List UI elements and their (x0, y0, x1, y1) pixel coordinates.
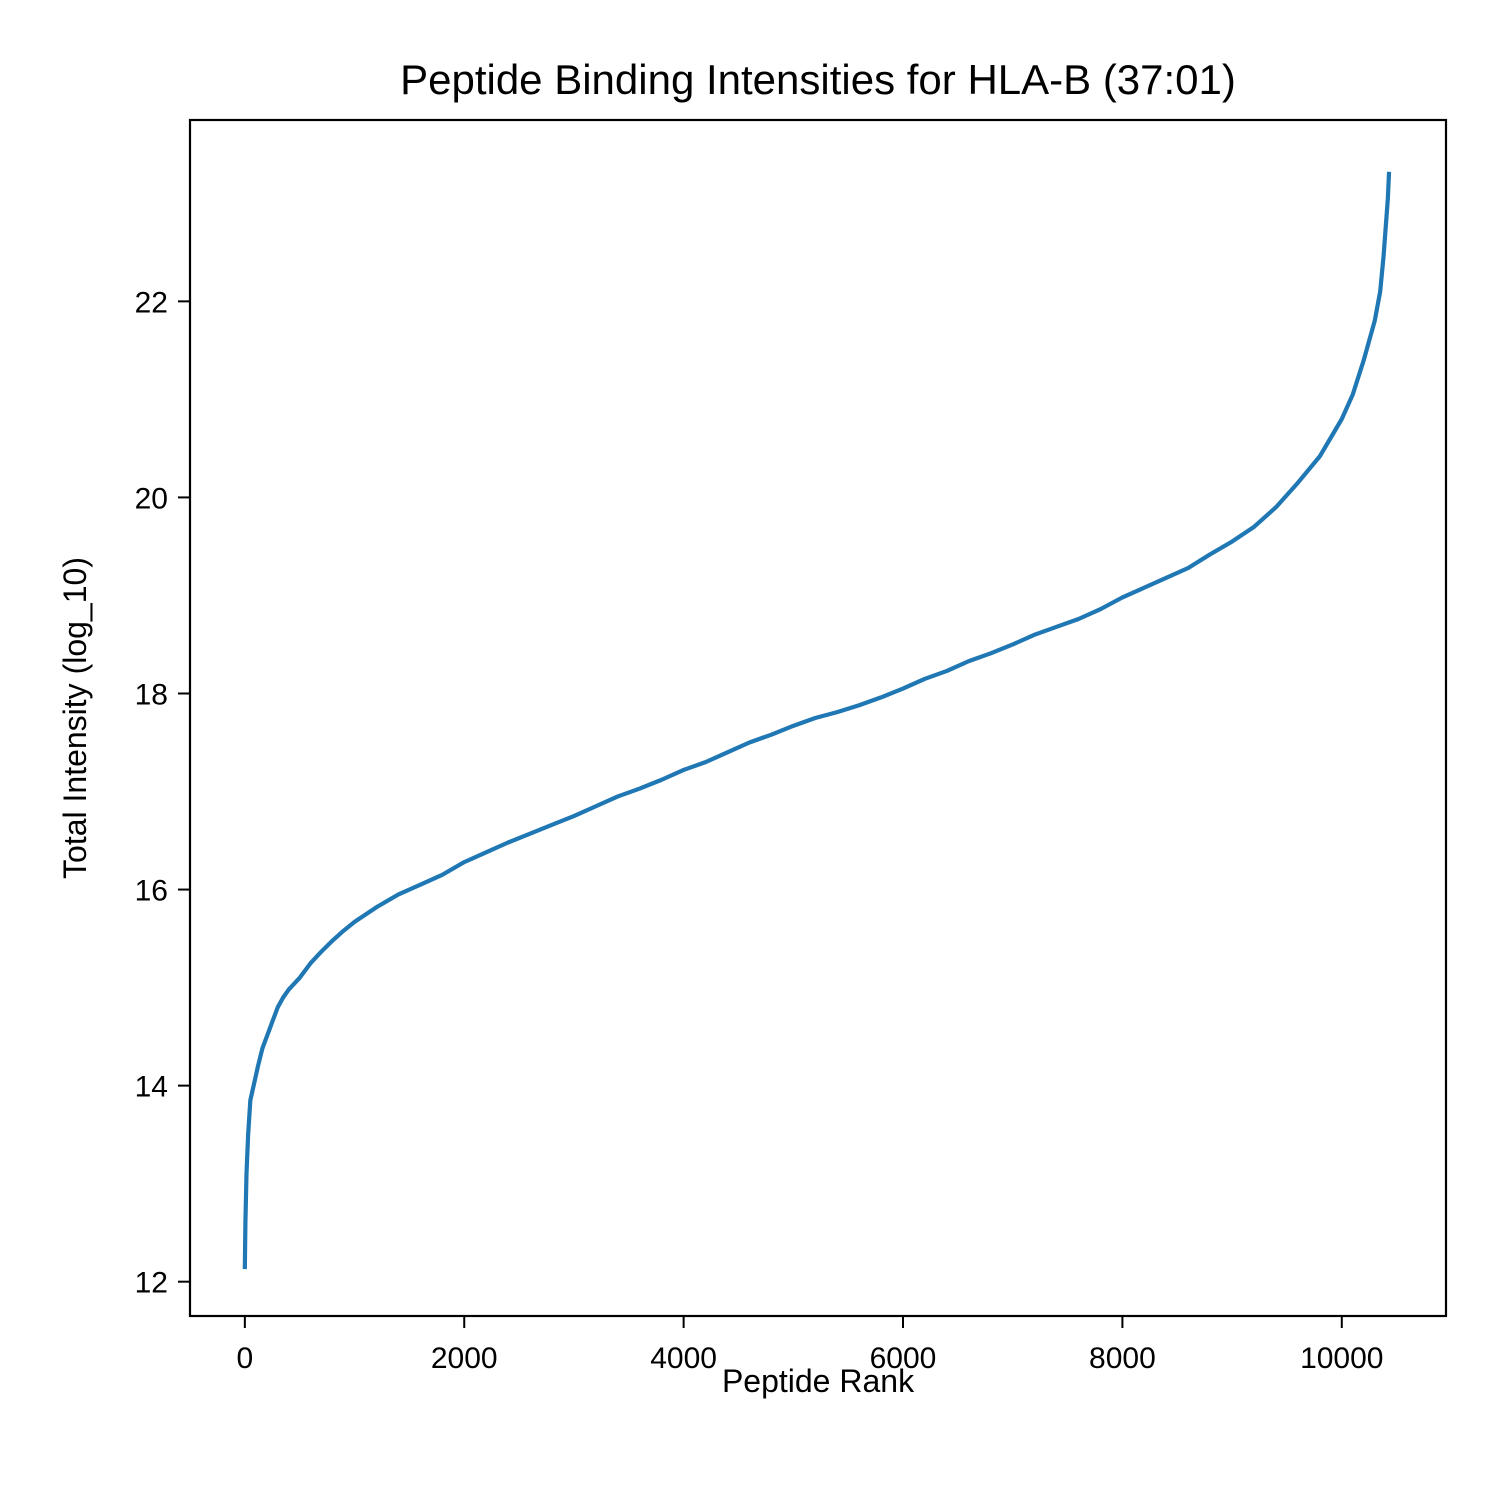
x-tick-label: 4000 (650, 1342, 717, 1375)
x-tick-label: 0 (237, 1342, 254, 1375)
x-axis-label: Peptide Rank (722, 1363, 915, 1399)
y-tick-label: 14 (135, 1071, 168, 1104)
x-tick-label: 6000 (870, 1342, 937, 1375)
plot-frame (188, 118, 1448, 1318)
x-tick-label: 8000 (1089, 1342, 1156, 1375)
y-tick-label: 16 (135, 875, 168, 908)
x-axis-ticks: 0 2000 4000 6000 8000 10000 (237, 1316, 1384, 1375)
x-tick-label: 2000 (431, 1342, 498, 1375)
plot-area (242, 171, 1392, 1270)
y-tick-label: 22 (135, 286, 168, 319)
y-tick-label: 12 (135, 1267, 168, 1300)
y-axis-ticks: 12 14 16 18 20 22 (135, 286, 190, 1300)
x-tick-label: 10000 (1300, 1342, 1383, 1375)
series-line (242, 171, 1392, 1270)
y-tick-label: 18 (135, 678, 168, 711)
y-tick-label: 20 (135, 482, 168, 515)
chart-title: Peptide Binding Intensities for HLA-B (3… (400, 56, 1236, 103)
y-axis-label: Total Intensity (log_10) (57, 557, 93, 879)
